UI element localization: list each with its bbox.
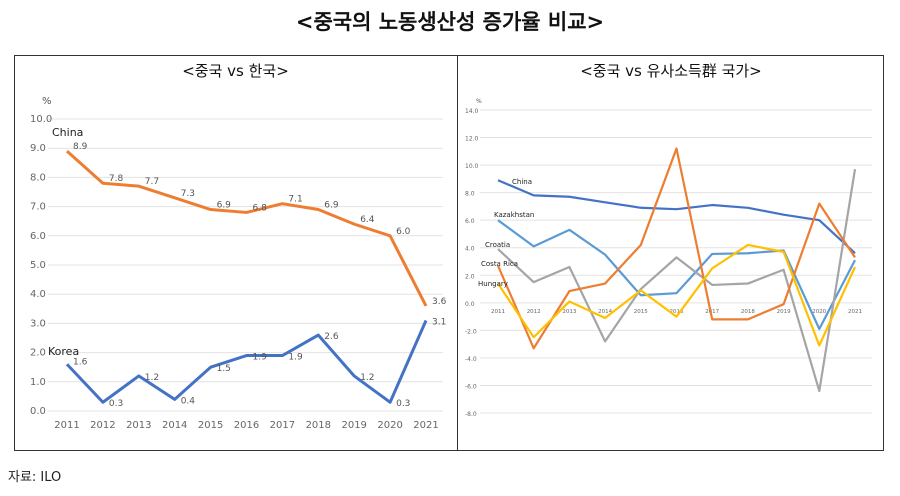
data-label: 6.9 (217, 201, 232, 211)
y-tick-label: 8.0 (465, 191, 475, 198)
x-tick-label: 2016 (670, 309, 684, 315)
x-tick-label: 2017 (705, 309, 719, 315)
x-tick-label: 2011 (54, 420, 79, 431)
y-tick-label: 8.0 (30, 172, 46, 183)
data-label: 1.2 (360, 373, 374, 383)
series-label: Hungary (478, 280, 508, 288)
y-axis-label: % (476, 98, 482, 105)
data-label: 6.0 (396, 227, 411, 237)
data-label: 6.8 (253, 203, 268, 213)
x-tick-label: 2018 (741, 309, 755, 315)
y-tick-label: 0.0 (30, 406, 46, 417)
data-label: 6.4 (360, 215, 375, 225)
x-tick-label: 2021 (848, 309, 862, 315)
series-label: China (52, 126, 83, 139)
series-label: Korea (48, 345, 79, 358)
data-label: 3.1 (432, 317, 446, 327)
x-tick-label: 2018 (306, 420, 331, 431)
x-tick-label: 2013 (126, 420, 151, 431)
y-tick-label: 5.0 (30, 260, 46, 271)
y-tick-label: -8.0 (465, 411, 477, 418)
y-tick-label: -2.0 (465, 328, 477, 335)
y-tick-label: 14.0 (465, 108, 479, 115)
y-tick-label: 1.0 (30, 377, 46, 388)
series-label: Costa Rica (481, 260, 518, 268)
x-tick-label: 2014 (598, 309, 612, 315)
x-tick-label: 2015 (634, 309, 648, 315)
y-tick-label: -6.0 (465, 383, 477, 390)
series-label: Croatia (485, 241, 510, 249)
data-label: 7.7 (145, 177, 159, 187)
x-tick-label: 2013 (562, 309, 576, 315)
y-tick-label: 6.0 (30, 231, 46, 242)
y-tick-label: 9.0 (30, 143, 46, 154)
x-tick-label: 2020 (377, 420, 402, 431)
y-tick-label: 0.0 (465, 301, 475, 308)
source-note: 자료: ILO (8, 470, 62, 485)
data-label: 1.6 (73, 357, 88, 367)
left-chart-title: <중국 vs 한국> (182, 62, 289, 80)
data-label: 8.9 (73, 142, 88, 152)
data-label: 1.9 (288, 353, 303, 363)
x-tick-label: 2019 (777, 309, 791, 315)
x-tick-label: 2011 (491, 309, 505, 315)
chart-frame (14, 55, 884, 451)
y-tick-label: 2.0 (30, 348, 46, 359)
x-tick-label: 2014 (162, 420, 187, 431)
divider (457, 55, 458, 451)
data-label: 7.8 (109, 174, 124, 184)
y-tick-label: 10.0 (30, 114, 52, 125)
data-label: 1.5 (217, 364, 231, 374)
y-axis-label: % (42, 96, 52, 107)
data-label: 7.1 (288, 195, 302, 205)
y-tick-label: 3.0 (30, 318, 46, 329)
x-tick-label: 2019 (341, 420, 366, 431)
x-tick-label: 2016 (234, 420, 259, 431)
data-label: 3.6 (432, 297, 447, 307)
data-label: 2.6 (324, 332, 339, 342)
data-label: 0.3 (109, 399, 123, 409)
y-tick-label: 4.0 (465, 246, 475, 253)
right-chart-title: <중국 vs 유사소득群 국가> (580, 62, 762, 80)
y-tick-label: -4.0 (465, 356, 477, 363)
data-label: 1.9 (253, 353, 268, 363)
y-tick-label: 10.0 (465, 163, 479, 170)
page-title: <중국의 노동생산성 증가율 비교> (295, 10, 605, 34)
y-tick-label: 4.0 (30, 289, 46, 300)
data-label: 6.9 (324, 201, 339, 211)
data-label: 0.3 (396, 399, 410, 409)
x-tick-label: 2012 (90, 420, 115, 431)
x-tick-label: 2017 (270, 420, 295, 431)
data-label: 7.3 (181, 189, 195, 199)
data-label: 1.2 (145, 373, 159, 383)
series-label: China (512, 178, 532, 186)
y-tick-label: 2.0 (465, 273, 475, 280)
series-label: Kazakhstan (494, 211, 534, 219)
x-tick-label: 2020 (812, 309, 826, 315)
y-tick-label: 6.0 (465, 218, 475, 225)
x-tick-label: 2012 (527, 309, 541, 315)
series-line-china (497, 179, 856, 255)
data-label: 0.4 (181, 396, 196, 406)
y-tick-label: 7.0 (30, 202, 46, 213)
series-line-korea (65, 319, 428, 404)
y-tick-label: 12.0 (465, 136, 479, 143)
x-tick-label: 2015 (198, 420, 223, 431)
x-tick-label: 2021 (413, 420, 438, 431)
